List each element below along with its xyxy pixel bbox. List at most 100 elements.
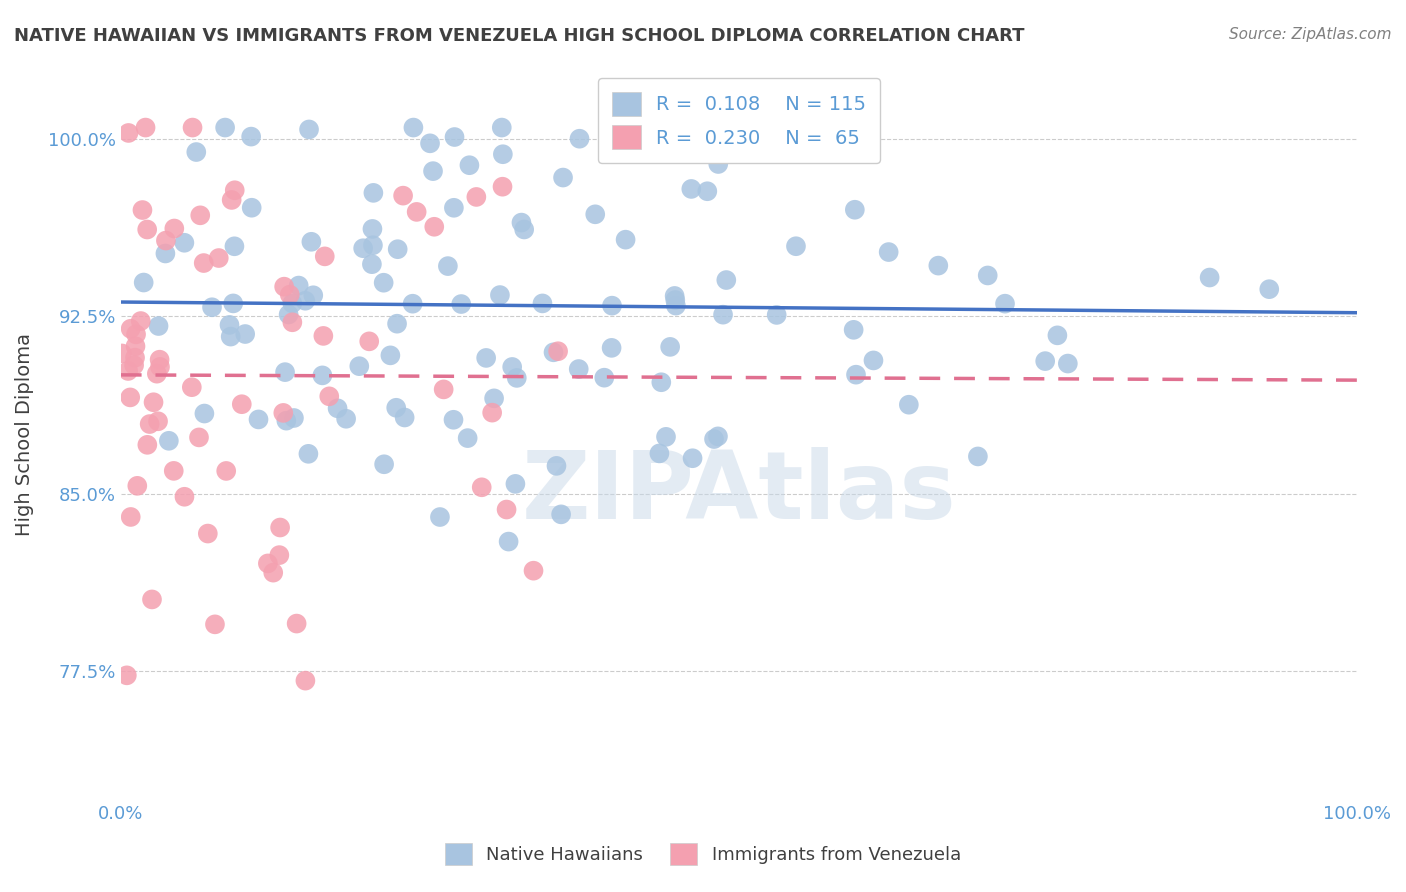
Point — [648, 446, 671, 460]
Point — [278, 287, 301, 301]
Point — [276, 414, 298, 428]
Point — [141, 592, 163, 607]
Point — [531, 296, 554, 310]
Point — [269, 520, 291, 534]
Point — [976, 268, 998, 283]
Point — [522, 564, 544, 578]
Point — [373, 457, 395, 471]
Point — [703, 432, 725, 446]
Point — [142, 395, 165, 409]
Point — [443, 413, 465, 427]
Point — [297, 447, 319, 461]
Point — [285, 616, 308, 631]
Point — [716, 273, 738, 287]
Point — [501, 359, 523, 374]
Point — [173, 235, 195, 250]
Point — [927, 259, 949, 273]
Point — [450, 297, 472, 311]
Point — [111, 346, 134, 360]
Point — [122, 358, 145, 372]
Point — [839, 130, 862, 145]
Legend: Native Hawaiians, Immigrants from Venezuela: Native Hawaiians, Immigrants from Venezu… — [436, 834, 970, 874]
Point — [614, 233, 637, 247]
Point — [149, 359, 172, 374]
Point — [240, 129, 263, 144]
Point — [193, 256, 215, 270]
Point — [132, 276, 155, 290]
Point — [568, 362, 591, 376]
Point — [163, 464, 186, 478]
Point — [465, 190, 488, 204]
Point — [495, 502, 517, 516]
Point — [131, 202, 153, 217]
Point — [492, 147, 515, 161]
Point — [240, 201, 263, 215]
Point — [842, 323, 865, 337]
Point — [208, 251, 231, 265]
Point — [491, 120, 513, 135]
Point — [361, 222, 384, 236]
Point — [115, 668, 138, 682]
Point — [224, 183, 246, 197]
Point — [659, 340, 682, 354]
Point — [359, 334, 381, 349]
Point — [146, 367, 169, 381]
Point — [551, 170, 574, 185]
Point — [138, 417, 160, 431]
Point — [429, 510, 451, 524]
Point — [124, 339, 146, 353]
Point — [363, 186, 385, 200]
Point — [204, 617, 226, 632]
Point — [125, 327, 148, 342]
Point — [120, 510, 142, 524]
Point — [655, 430, 678, 444]
Point — [1258, 282, 1281, 296]
Point — [201, 300, 224, 314]
Point — [707, 429, 730, 443]
Point — [862, 353, 884, 368]
Point — [224, 239, 246, 253]
Point — [149, 352, 172, 367]
Point — [583, 207, 606, 221]
Point — [423, 219, 446, 234]
Point — [302, 288, 325, 302]
Point — [186, 145, 208, 159]
Point — [312, 329, 335, 343]
Point — [129, 314, 152, 328]
Point — [283, 411, 305, 425]
Point — [361, 238, 384, 252]
Point — [262, 566, 284, 580]
Point — [650, 376, 672, 390]
Point — [349, 359, 371, 374]
Text: ZIPAtlas: ZIPAtlas — [522, 447, 956, 539]
Point — [318, 389, 340, 403]
Point — [491, 179, 513, 194]
Point — [120, 391, 142, 405]
Point — [271, 406, 294, 420]
Point — [274, 365, 297, 379]
Point — [311, 368, 333, 383]
Point — [610, 120, 633, 135]
Point — [155, 246, 177, 260]
Point — [117, 126, 139, 140]
Point — [136, 438, 159, 452]
Point — [124, 351, 146, 365]
Point — [193, 407, 215, 421]
Point — [352, 241, 374, 255]
Point — [593, 370, 616, 384]
Point — [443, 201, 465, 215]
Point — [326, 401, 349, 416]
Point — [247, 412, 270, 426]
Point — [221, 193, 243, 207]
Point — [967, 450, 990, 464]
Point — [600, 341, 623, 355]
Point — [148, 318, 170, 333]
Point — [127, 479, 149, 493]
Text: NATIVE HAWAIIAN VS IMMIGRANTS FROM VENEZUELA HIGH SCHOOL DIPLOMA CORRELATION CHA: NATIVE HAWAIIAN VS IMMIGRANTS FROM VENEZ… — [14, 27, 1025, 45]
Point — [188, 208, 211, 222]
Point — [481, 406, 503, 420]
Point — [269, 548, 291, 562]
Point — [402, 120, 425, 135]
Point — [600, 299, 623, 313]
Point — [231, 397, 253, 411]
